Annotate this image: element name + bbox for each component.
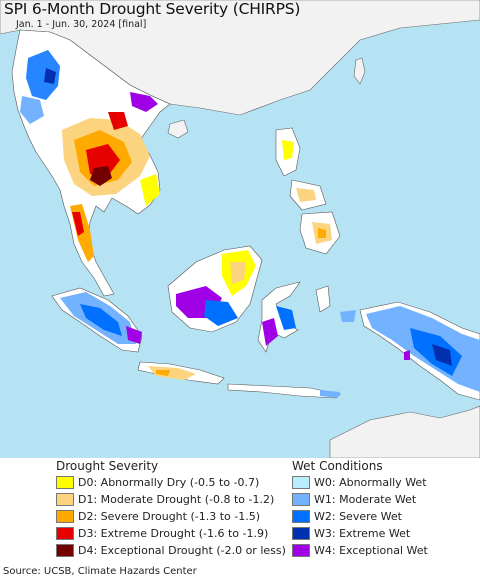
drought-luzon bbox=[282, 140, 294, 160]
title-block: SPI 6-Month Drought Severity (CHIRPS) Ja… bbox=[4, 0, 300, 30]
landmass-australia bbox=[329, 405, 480, 458]
swatch-d2 bbox=[56, 510, 74, 523]
swatch-w3 bbox=[292, 527, 310, 540]
legend: Drought Severity D0: Abnormally Dry (-0.… bbox=[0, 458, 480, 562]
swatch-d1 bbox=[56, 493, 74, 506]
map-title: SPI 6-Month Drought Severity (CHIRPS) bbox=[4, 0, 301, 18]
landmass-lesser-sunda bbox=[227, 383, 341, 399]
legend-drought: Drought Severity D0: Abnormally Dry (-0.… bbox=[56, 458, 286, 559]
legend-label-w3: W3: Extreme Wet bbox=[314, 527, 411, 540]
legend-drought-heading: Drought Severity bbox=[56, 459, 159, 473]
legend-item-w0: W0: Abnormally Wet bbox=[292, 474, 428, 491]
legend-item-d1: D1: Moderate Drought (-0.8 to -1.2) bbox=[56, 491, 286, 508]
wet-myanmar-patch bbox=[20, 96, 44, 124]
swatch-w2 bbox=[292, 510, 310, 523]
legend-item-w4: W4: Exceptional Wet bbox=[292, 542, 428, 559]
landmass-taiwan bbox=[353, 57, 366, 85]
legend-label-w1: W1: Moderate Wet bbox=[314, 493, 417, 506]
legend-item-w2: W2: Severe Wet bbox=[292, 508, 428, 525]
drought-java bbox=[148, 366, 196, 380]
legend-item-w3: W3: Extreme Wet bbox=[292, 525, 428, 542]
legend-label-d4: D4: Exceptional Drought (-2.0 or less) bbox=[78, 544, 286, 557]
map-canvas bbox=[0, 0, 480, 458]
legend-item-w1: W1: Moderate Wet bbox=[292, 491, 428, 508]
swatch-w0 bbox=[292, 476, 310, 489]
swatch-d4 bbox=[56, 544, 74, 557]
legend-item-d4: D4: Exceptional Drought (-2.0 or less) bbox=[56, 542, 286, 559]
landmass-maluku bbox=[315, 285, 331, 313]
swatch-d0 bbox=[56, 476, 74, 489]
source-credit: Source: UCSB, Climate Hazards Center bbox=[3, 566, 197, 577]
drought-visayas bbox=[296, 188, 316, 202]
legend-label-w2: W2: Severe Wet bbox=[314, 510, 402, 523]
legend-label-d0: D0: Abnormally Dry (-0.5 to -0.7) bbox=[78, 476, 260, 489]
drought-map: SPI 6-Month Drought Severity (CHIRPS) Ja… bbox=[0, 0, 480, 458]
legend-label-w0: W0: Abnormally Wet bbox=[314, 476, 427, 489]
legend-label-d1: D1: Moderate Drought (-0.8 to -1.2) bbox=[78, 493, 275, 506]
wet-sulawesi-w4 bbox=[262, 318, 278, 346]
drought-mindanao-d2 bbox=[318, 228, 326, 238]
wet-sulawesi-w2 bbox=[276, 306, 296, 330]
legend-item-d0: D0: Abnormally Dry (-0.5 to -0.7) bbox=[56, 474, 286, 491]
legend-label-d3: D3: Extreme Drought (-1.6 to -1.9) bbox=[78, 527, 269, 540]
wet-sumatra-w4 bbox=[126, 326, 142, 344]
drought-thailand-d4 bbox=[90, 166, 112, 186]
wet-timor bbox=[320, 390, 340, 398]
wet-new-guinea-w3 bbox=[432, 344, 452, 366]
swatch-d3 bbox=[56, 527, 74, 540]
map-subtitle: Jan. 1 - Jun. 30, 2024 [final] bbox=[16, 19, 147, 30]
drought-peninsula-d3 bbox=[72, 212, 84, 236]
drought-borneo-d1 bbox=[230, 262, 246, 284]
landmass-hainan bbox=[167, 119, 189, 139]
wet-vietnam-north bbox=[130, 92, 158, 112]
legend-item-d2: D2: Severe Drought (-1.3 to -1.5) bbox=[56, 508, 286, 525]
wet-maluku bbox=[340, 310, 356, 322]
wet-sumatra-w2 bbox=[80, 304, 122, 336]
legend-label-w4: W4: Exceptional Wet bbox=[314, 544, 428, 557]
swatch-w1 bbox=[292, 493, 310, 506]
wet-borneo-w2 bbox=[204, 300, 238, 326]
legend-item-d3: D3: Extreme Drought (-1.6 to -1.9) bbox=[56, 525, 286, 542]
legend-wet-heading: Wet Conditions bbox=[292, 459, 383, 473]
legend-wet: Wet Conditions W0: Abnormally Wet W1: Mo… bbox=[292, 458, 428, 559]
drought-java-d2 bbox=[156, 370, 170, 376]
landmass-sulawesi bbox=[257, 281, 301, 353]
wet-png-w4 bbox=[404, 350, 410, 360]
wet-myanmar-north bbox=[26, 50, 60, 100]
swatch-w4 bbox=[292, 544, 310, 557]
wet-myanmar-deep bbox=[44, 68, 56, 84]
drought-vietnam-d0 bbox=[140, 174, 160, 206]
legend-label-d2: D2: Severe Drought (-1.3 to -1.5) bbox=[78, 510, 261, 523]
drought-laos-d3 bbox=[108, 112, 128, 130]
